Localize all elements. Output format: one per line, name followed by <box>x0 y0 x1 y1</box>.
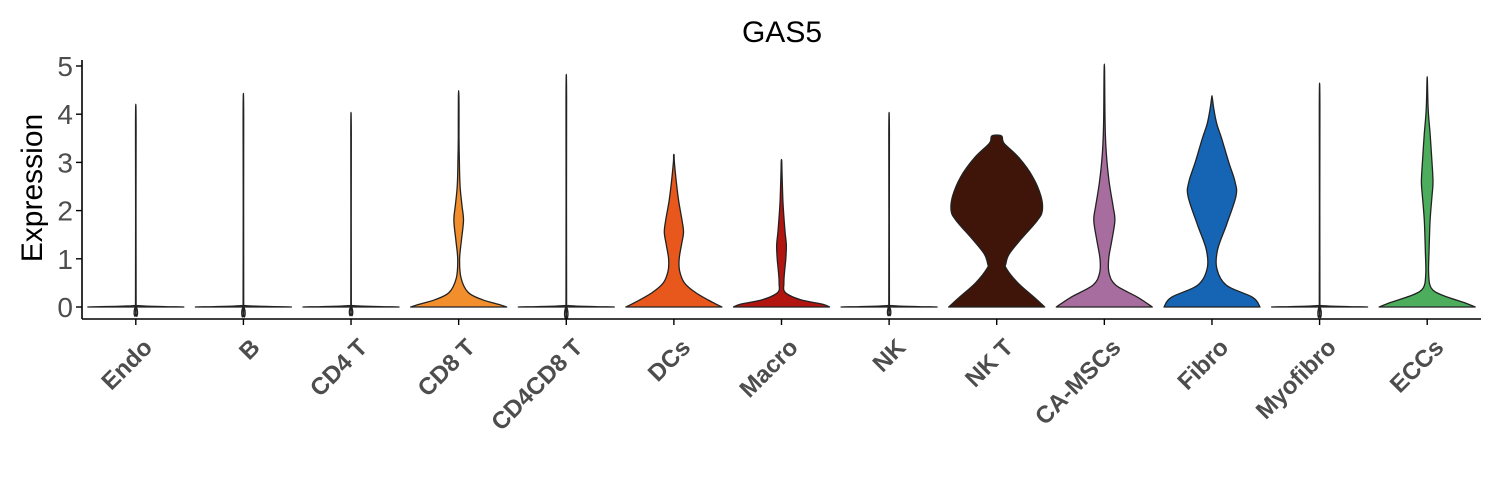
y-tick-label: 4 <box>57 99 73 130</box>
violin-nk <box>840 111 938 317</box>
violins-layer <box>87 63 1476 319</box>
violin-fibro <box>1163 95 1261 308</box>
x-tick-label-endo: Endo <box>96 334 158 396</box>
violin-cd8-t <box>410 89 508 308</box>
y-tick-label: 2 <box>57 196 73 227</box>
y-tick-label: 0 <box>57 292 73 323</box>
x-tick-label-myofibro: Myofibro <box>1251 334 1342 425</box>
x-axis: Endo B CD4 T CD8 T CD4CD8 T DCs Macro NK NK T CA-… <box>82 318 1481 436</box>
x-tick-label-nk: NK <box>868 334 912 378</box>
x-tick-label-ca-mscs: CA-MSCs <box>1030 334 1126 430</box>
violin-nk-t <box>948 134 1046 308</box>
y-tick-label: 1 <box>57 244 73 275</box>
violin-cd4cd8-t <box>517 74 615 319</box>
y-tick-label: 3 <box>57 147 73 178</box>
violin-macro <box>732 158 831 308</box>
violin-endo <box>87 103 185 317</box>
x-tick-label-nk-t: NK T <box>960 334 1019 393</box>
x-tick-label-cd8-t: CD8 T <box>413 334 481 402</box>
x-tick-label-cd4cd8-t: CD4CD8 T <box>486 334 588 436</box>
x-tick-label-macro: Macro <box>735 334 804 403</box>
violin-ca-mscs <box>1055 63 1153 308</box>
violin-dcs <box>625 153 723 308</box>
violin-cd4-t <box>302 111 400 317</box>
x-tick-label-dcs: DCs <box>643 334 696 387</box>
x-tick-label-cd4-t: CD4 T <box>305 334 373 402</box>
chart-title: GAS5 <box>742 16 822 49</box>
x-tick-label-fibro: Fibro <box>1173 334 1235 396</box>
y-axis-label: Expression <box>16 114 49 262</box>
y-tick-label: 5 <box>57 51 73 82</box>
violin-eccs <box>1378 76 1476 308</box>
x-tick-label-eccs: ECCs <box>1385 334 1449 398</box>
violin-myofibro <box>1270 82 1369 319</box>
y-axis: 0 1 2 3 4 5 <box>57 51 83 323</box>
x-tick-label-b: B <box>234 334 265 365</box>
violin-b <box>194 92 293 318</box>
